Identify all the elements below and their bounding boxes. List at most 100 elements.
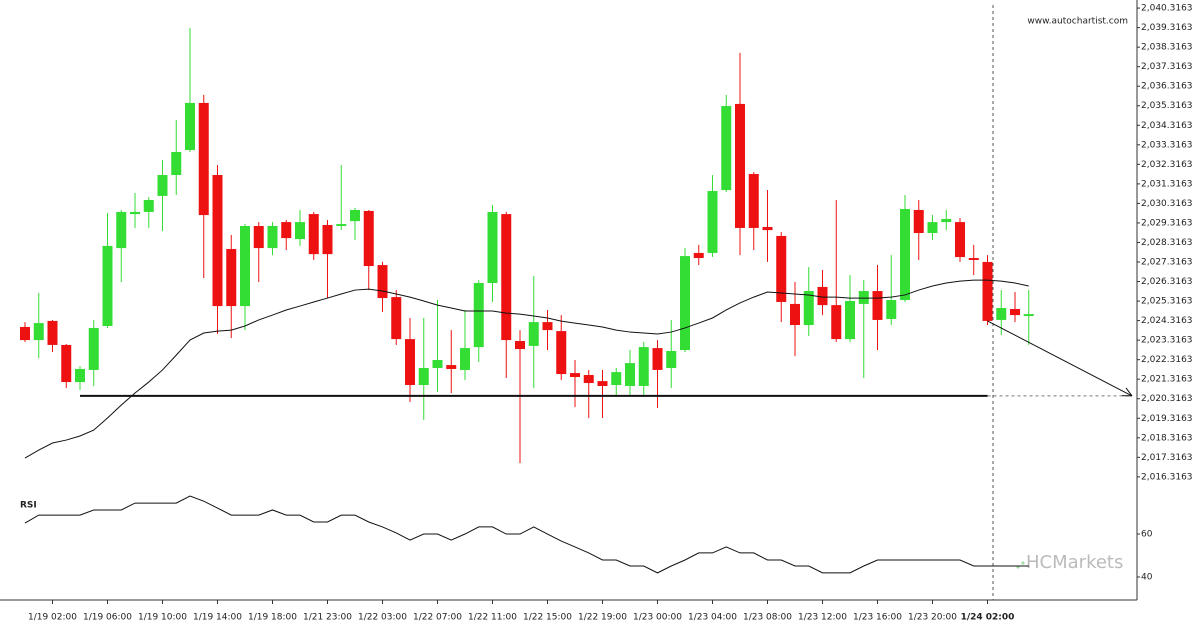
y-tick-label: 2,021.3163 xyxy=(1141,375,1193,385)
candle-body xyxy=(143,200,154,212)
forecast-arrow-head xyxy=(1125,387,1133,397)
x-tick-label: 1/23 00:00 xyxy=(633,613,682,623)
candle-body xyxy=(845,301,855,340)
candle-body xyxy=(185,102,195,151)
candle-body xyxy=(831,305,842,340)
candle-body xyxy=(350,209,360,222)
candle-body xyxy=(583,375,594,384)
y-tick-label: 40 xyxy=(1141,572,1153,582)
rsi-line xyxy=(24,495,1029,574)
x-tick-label: 1/23 16:00 xyxy=(853,613,902,623)
candle-body xyxy=(721,106,732,191)
x-tick-label: 1/23 12:00 xyxy=(798,613,847,623)
candle-body xyxy=(130,211,140,215)
logo: HCMarkets xyxy=(1026,552,1123,573)
candle-body xyxy=(47,320,58,345)
y-tick-label: 2,022.3163 xyxy=(1141,355,1193,365)
y-tick-label: 2,028.3163 xyxy=(1141,238,1193,248)
y-tick-label: 2,027.3163 xyxy=(1141,258,1193,268)
candle-body xyxy=(528,322,539,346)
candle-body xyxy=(212,175,223,307)
x-tick-label: 1/23 04:00 xyxy=(688,613,737,623)
x-tick-label: 1/23 08:00 xyxy=(743,613,792,623)
y-tick-label: 2,039.3163 xyxy=(1141,23,1193,33)
y-tick-label: 2,026.3163 xyxy=(1141,277,1193,287)
x-tick-label: 1/19 10:00 xyxy=(138,613,187,623)
candle-body xyxy=(501,214,512,341)
candle-body xyxy=(693,252,704,259)
candle-body xyxy=(281,222,292,239)
candle-body xyxy=(652,348,663,370)
candle-body xyxy=(611,372,622,385)
candle-body xyxy=(88,327,99,370)
candle-body xyxy=(377,265,388,299)
y-tick-label: 2,024.3163 xyxy=(1141,316,1193,326)
y-tick-label: 2,029.3163 xyxy=(1141,218,1193,228)
candle-body xyxy=(157,175,168,196)
candle-body xyxy=(803,291,814,326)
candle-body xyxy=(171,151,182,176)
x-tick-label: 1/22 15:00 xyxy=(523,613,572,623)
candle-body xyxy=(790,303,800,326)
candle-body xyxy=(295,222,305,240)
y-tick-label: 2,030.3163 xyxy=(1141,199,1193,209)
x-tick-label: 1/24 02:00 xyxy=(961,613,1015,623)
candle-body xyxy=(446,365,457,369)
candle-body xyxy=(570,373,580,377)
x-tick-label: 1/22 19:00 xyxy=(578,613,627,623)
y-tick-label: 2,032.3163 xyxy=(1141,160,1193,170)
candle-body xyxy=(941,218,952,223)
y-tick-label: 2,025.3163 xyxy=(1141,297,1193,307)
candle-body xyxy=(597,381,608,386)
rsi-title: RSI xyxy=(20,501,37,511)
candle-body xyxy=(1010,309,1020,316)
y-tick-label: 2,031.3163 xyxy=(1141,179,1193,189)
candle-body xyxy=(267,225,278,249)
candle-body xyxy=(20,326,30,341)
x-tick-label: 1/22 07:00 xyxy=(413,613,462,623)
candle-body xyxy=(487,211,498,284)
forecast-arrow xyxy=(987,320,1133,397)
candle-body xyxy=(308,214,319,255)
candle-body xyxy=(666,351,677,368)
candle-body xyxy=(955,222,965,258)
candle-body xyxy=(707,191,718,253)
candle-body xyxy=(817,286,828,306)
candle-body xyxy=(253,225,264,249)
y-tick-label: 2,017.3163 xyxy=(1141,453,1193,463)
x-tick-label: 1/22 03:00 xyxy=(358,613,407,623)
candle-body xyxy=(102,245,113,327)
y-tick-label: 2,018.3163 xyxy=(1141,433,1193,443)
logo-dot xyxy=(1021,561,1025,565)
candle-body xyxy=(33,323,44,341)
candle-body xyxy=(748,174,759,228)
y-tick-label: 2,023.3163 xyxy=(1141,336,1193,346)
candle-body xyxy=(982,261,993,321)
candle-body xyxy=(432,359,443,368)
candle-body xyxy=(776,235,787,302)
candle-body xyxy=(625,363,635,386)
x-tick-label: 1/21 23:00 xyxy=(303,613,352,623)
candle-body xyxy=(391,297,402,340)
y-tick-label: 2,034.3163 xyxy=(1141,121,1193,131)
moving-average xyxy=(24,279,1029,459)
candle-body xyxy=(913,209,924,234)
candle-body xyxy=(515,341,525,350)
y-tick-label: 2,019.3163 xyxy=(1141,414,1193,424)
candle-body xyxy=(735,103,745,228)
candle-body xyxy=(638,347,649,386)
candle-body xyxy=(900,209,910,301)
y-tick-label: 2,035.3163 xyxy=(1141,101,1193,111)
candle-body xyxy=(363,210,374,267)
candle-body xyxy=(116,211,127,249)
candle-body xyxy=(542,322,553,331)
watermark: www.autochartist.com xyxy=(1027,17,1128,27)
y-tick-label: 2,033.3163 xyxy=(1141,140,1193,150)
candle-body xyxy=(872,291,883,320)
x-tick-label: 1/19 14:00 xyxy=(193,613,242,623)
x-tick-label: 1/23 20:00 xyxy=(908,613,957,623)
x-tick-label: 1/19 06:00 xyxy=(83,613,132,623)
candle-body xyxy=(927,222,938,234)
candle-body xyxy=(680,256,690,351)
